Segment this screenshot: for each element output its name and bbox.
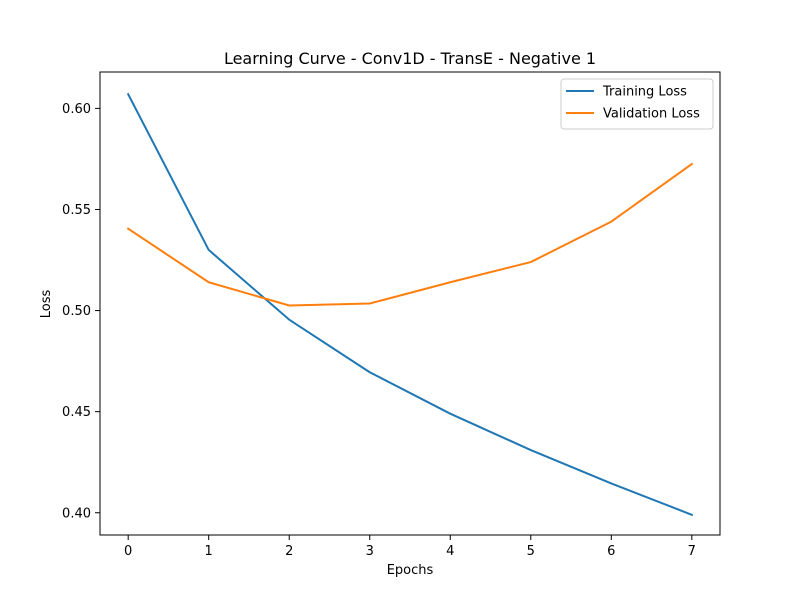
plot-area: 0 1 2 3 4 5 6 7 0.40 0.45 0.50 0.55 0.60 (62, 71, 721, 559)
x-tick-label: 1 (205, 544, 213, 559)
y-tick-label: 0.55 (62, 203, 91, 218)
x-tick-label: 3 (366, 544, 374, 559)
series-line-validation-loss (126, 162, 694, 307)
series-line-training-loss (126, 92, 694, 517)
legend-label: Validation Loss (603, 107, 700, 122)
y-tick-label: 0.60 (62, 102, 91, 117)
x-tick-label: 5 (527, 544, 535, 559)
x-tick-label: 7 (688, 544, 696, 559)
y-tick-label: 0.45 (62, 405, 91, 420)
y-axis-label: Loss (39, 290, 54, 319)
x-tick-label: 0 (124, 544, 132, 559)
axes-frame (99, 71, 721, 536)
legend: Training Loss Validation Loss (560, 78, 714, 130)
chart-title: Learning Curve - Conv1D - TransE - Negat… (224, 49, 596, 68)
x-axis-label: Epochs (387, 563, 434, 578)
legend-box (560, 78, 714, 130)
x-tick-label: 4 (446, 544, 454, 559)
y-tick-label: 0.50 (62, 304, 91, 319)
x-tick-label: 2 (285, 544, 293, 559)
legend-label: Training Loss (602, 85, 687, 100)
x-tick-label: 6 (607, 544, 615, 559)
y-tick-label: 0.40 (62, 506, 91, 521)
